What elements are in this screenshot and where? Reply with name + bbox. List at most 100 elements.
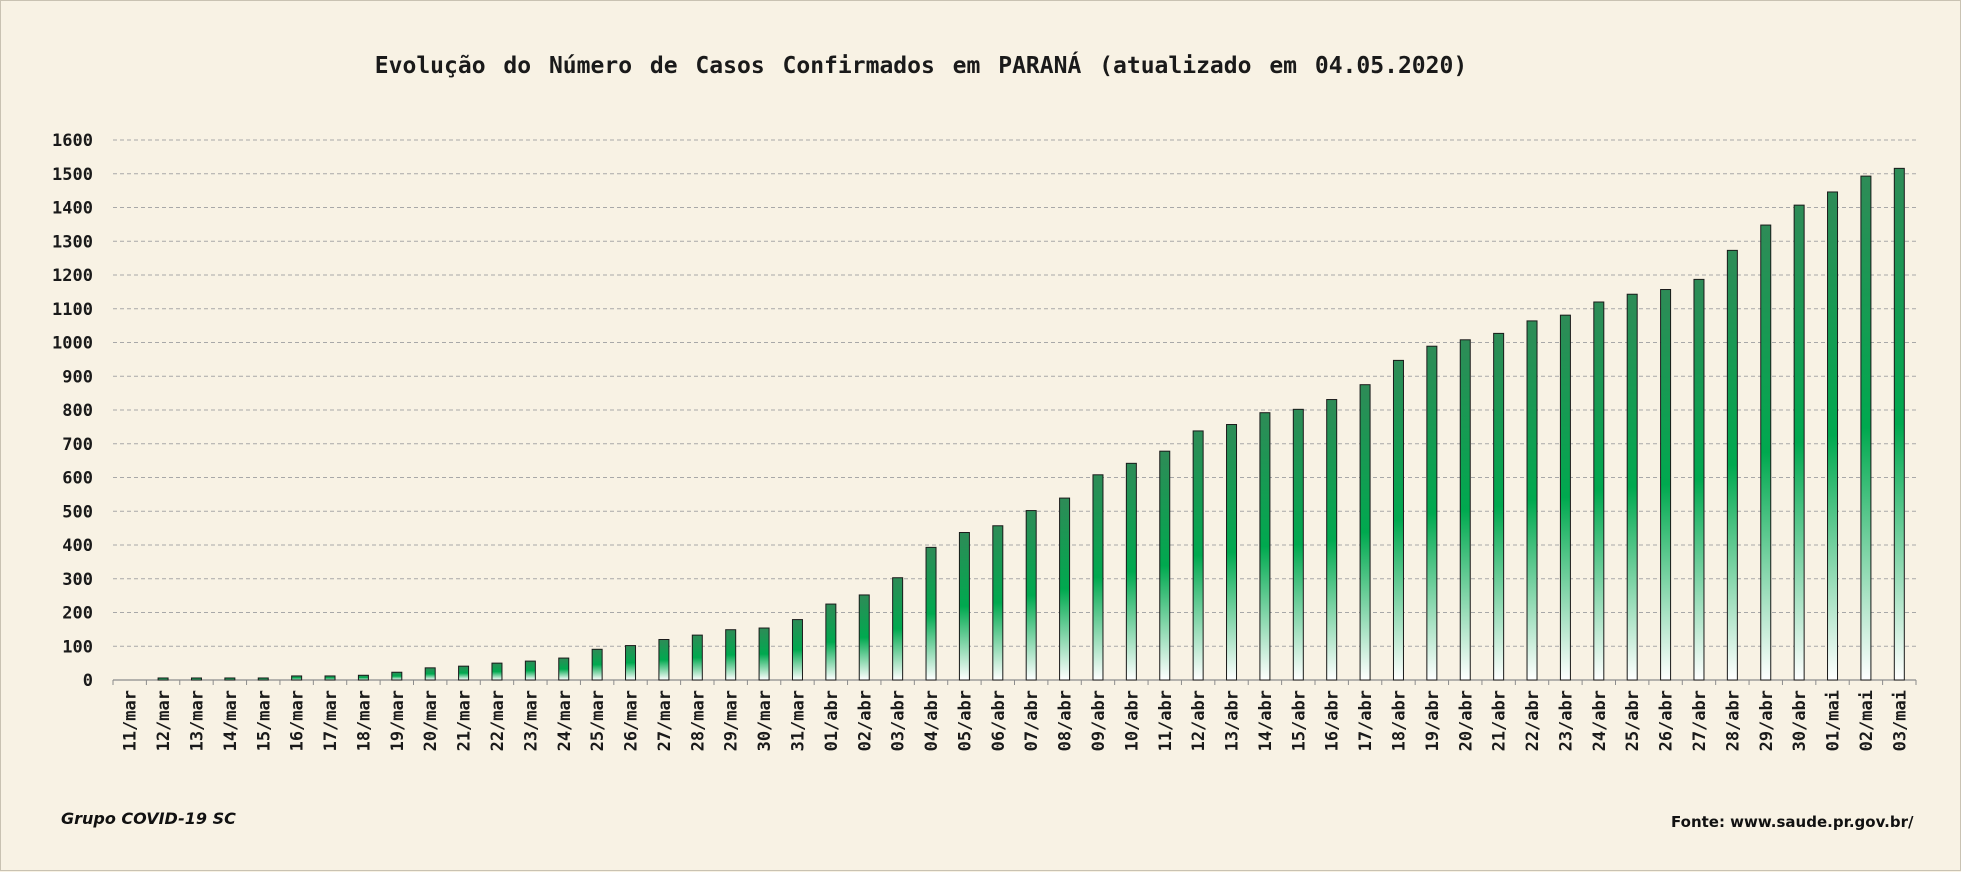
- y-tick-label: 900: [62, 367, 93, 387]
- bar-24-mar: [558, 657, 570, 681]
- x-tick-label: 04/abr: [922, 690, 942, 751]
- bar-01-mai: [1827, 191, 1839, 681]
- bar-27-abr: [1693, 278, 1705, 681]
- bar-02-mai: [1860, 175, 1872, 681]
- x-tick-label: 18/mar: [354, 690, 374, 751]
- bar-12-abr: [1192, 430, 1204, 681]
- x-tick-label: 30/mar: [755, 690, 775, 751]
- y-tick-label: 1100: [52, 300, 93, 320]
- x-tick-label: 18/abr: [1389, 690, 1409, 751]
- bar-29-abr: [1760, 224, 1772, 681]
- bar-19-mar: [391, 671, 403, 681]
- bar-20-mar: [424, 667, 436, 681]
- x-tick-label: 29/abr: [1757, 690, 1777, 751]
- y-tick-label: 800: [62, 401, 93, 421]
- x-tick-label: 20/mar: [421, 690, 441, 751]
- bars: [157, 167, 1905, 681]
- x-tick-label: 27/abr: [1690, 690, 1710, 751]
- x-tick-label: 02/abr: [855, 690, 875, 751]
- y-tick-label: 200: [62, 604, 93, 624]
- x-tick-label: 16/mar: [288, 690, 308, 751]
- bar-12-mar: [157, 677, 169, 681]
- x-tick-label: 06/abr: [989, 690, 1009, 751]
- bar-22-mar: [491, 662, 503, 681]
- gridlines: [112, 139, 1917, 685]
- bar-07-abr: [1025, 510, 1037, 681]
- bar-23-abr: [1559, 314, 1571, 681]
- y-tick-label: 1400: [52, 199, 93, 219]
- bar-19-abr: [1426, 345, 1438, 681]
- bar-24-abr: [1593, 301, 1605, 681]
- x-tick-label: 24/abr: [1590, 690, 1610, 751]
- bar-30-mar: [758, 627, 770, 681]
- y-tick-label: 300: [62, 570, 93, 590]
- bar-29-mar: [725, 629, 737, 681]
- x-tick-label: 08/abr: [1056, 690, 1076, 751]
- x-tick-label: 12/mar: [154, 690, 174, 751]
- y-tick-label: 1200: [52, 266, 93, 286]
- bar-16-mar: [291, 675, 303, 681]
- y-tick-label: 1600: [52, 131, 93, 151]
- bar-26-mar: [625, 645, 637, 681]
- bar-25-mar: [591, 648, 603, 681]
- bar-08-abr: [1059, 497, 1071, 681]
- x-tick-label: 25/mar: [588, 690, 608, 751]
- bar-21-abr: [1493, 332, 1505, 681]
- bar-02-abr: [858, 594, 870, 681]
- x-tick-label: 13/mar: [187, 690, 207, 751]
- x-tick-label: 25/abr: [1623, 690, 1643, 751]
- bar-17-mar: [324, 675, 336, 681]
- bar-26-abr: [1660, 289, 1672, 681]
- y-tick-label: 1500: [52, 165, 93, 185]
- bar-03-abr: [892, 577, 904, 681]
- x-tick-label: 07/abr: [1022, 690, 1042, 751]
- credit-left: Grupo COVID-19 SC: [61, 809, 236, 828]
- y-tick-label: 700: [62, 435, 93, 455]
- y-tick-label: 500: [62, 502, 93, 522]
- bar-18-abr: [1392, 359, 1404, 681]
- x-tick-label: 03/abr: [889, 690, 909, 751]
- x-tick-label: 11/abr: [1156, 690, 1176, 751]
- x-tick-label: 19/abr: [1423, 690, 1443, 751]
- y-tick-label: 1000: [52, 334, 93, 354]
- bar-04-abr: [925, 546, 937, 681]
- x-tick-label: 14/mar: [221, 690, 241, 751]
- x-tick-label: 02/mai: [1857, 690, 1877, 751]
- y-tick-label: 0: [83, 671, 93, 691]
- x-tick-label: 23/mar: [521, 690, 541, 751]
- x-tick-label: 24/mar: [555, 690, 575, 751]
- x-tick-label: 17/abr: [1356, 690, 1376, 751]
- x-tick-label: 11/mar: [121, 690, 141, 751]
- bar-31-mar: [791, 619, 803, 681]
- bar-05-abr: [958, 532, 970, 681]
- bar-15-abr: [1292, 408, 1304, 681]
- x-tick-label: 28/mar: [688, 690, 708, 751]
- bar-13-abr: [1226, 424, 1238, 681]
- x-tick-label: 05/abr: [955, 690, 975, 751]
- x-tick-label: 20/abr: [1456, 690, 1476, 751]
- y-tick-label: 600: [62, 469, 93, 489]
- x-tick-label: 01/mai: [1824, 690, 1844, 751]
- y-tick-label: 1300: [52, 232, 93, 252]
- y-tick-label: 100: [62, 637, 93, 657]
- x-tick-label: 15/abr: [1289, 690, 1309, 751]
- bar-20-abr: [1459, 339, 1471, 681]
- x-tick-label: 13/abr: [1223, 690, 1243, 751]
- x-tick-label: 28/abr: [1723, 690, 1743, 751]
- x-tick-label: 26/mar: [622, 690, 642, 751]
- x-tick-label: 16/abr: [1323, 690, 1343, 751]
- bar-14-mar: [224, 677, 236, 681]
- bar-23-mar: [524, 660, 536, 681]
- y-axis-ticks: 0 100 200 300 400 500 600 700 800 900 1000 1100 1200…: [52, 131, 93, 691]
- bar-13-mar: [190, 677, 202, 681]
- bar-27-mar: [658, 639, 670, 681]
- x-tick-label: 29/mar: [722, 690, 742, 751]
- bar-17-abr: [1359, 384, 1371, 681]
- bar-14-abr: [1259, 412, 1271, 681]
- x-tick-label: 22/mar: [488, 690, 508, 751]
- x-axis-ticks: 11/mar 12/mar 13/mar 14/mar 15/mar 16/mar 17/m…: [121, 690, 1911, 751]
- bar-09-abr: [1092, 474, 1104, 681]
- bar-06-abr: [992, 525, 1004, 681]
